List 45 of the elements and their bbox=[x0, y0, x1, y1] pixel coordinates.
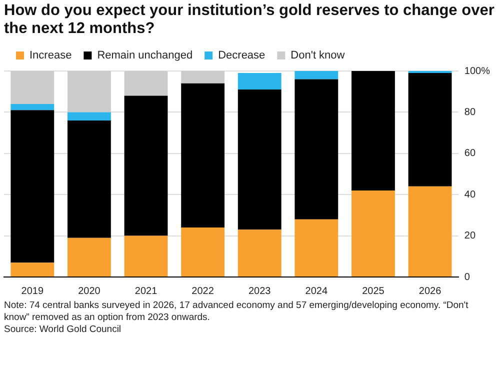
bar bbox=[238, 230, 282, 276]
bar bbox=[294, 79, 338, 220]
x-tick-label: 2025 bbox=[362, 286, 385, 297]
bar bbox=[10, 71, 54, 104]
bar bbox=[238, 73, 282, 90]
x-tick-label: 2023 bbox=[248, 286, 272, 297]
x-tick-label: 2022 bbox=[192, 286, 214, 297]
bar bbox=[408, 186, 452, 276]
bar bbox=[124, 236, 168, 276]
bar bbox=[124, 96, 168, 236]
y-tick-label: 0 bbox=[464, 272, 470, 283]
y-tick-label: 40 bbox=[464, 189, 476, 200]
bar bbox=[67, 112, 111, 120]
source-note: Source: World Gold Council bbox=[4, 324, 122, 336]
y-tick-label: 20 bbox=[464, 230, 476, 242]
bar bbox=[181, 83, 225, 228]
y-tick-label: 80 bbox=[464, 106, 476, 118]
legend-label: Increase bbox=[30, 50, 72, 62]
chart-title: How do you expect your institution’s gold reserves to change over the next 12 months? bbox=[3, 1, 496, 38]
legend-label: Don't know bbox=[290, 50, 345, 62]
bar bbox=[294, 219, 338, 276]
bar bbox=[67, 120, 111, 238]
bar bbox=[238, 90, 282, 230]
x-tick-label: 2019 bbox=[21, 286, 44, 297]
bar bbox=[10, 262, 54, 276]
y-tick-label: 100% bbox=[464, 66, 490, 77]
bar bbox=[67, 71, 111, 112]
x-tick-label: 2024 bbox=[305, 286, 328, 297]
legend-label: Remain unchanged bbox=[97, 50, 193, 62]
bar bbox=[352, 190, 395, 276]
x-tick-label: 2020 bbox=[78, 286, 101, 297]
text: Note: 74 central banks surveyed in 2026, 17 advanced economy and 57 emerging/developing economy. “Don't know” removed as an option from 2023 onwards. bbox=[4, 300, 470, 324]
bar bbox=[124, 71, 168, 96]
bar bbox=[352, 71, 395, 190]
bar bbox=[181, 228, 225, 276]
bar bbox=[10, 110, 54, 263]
bar bbox=[10, 104, 54, 110]
x-tick-label: 2026 bbox=[418, 286, 442, 297]
bar bbox=[67, 238, 111, 276]
y-tick-label: 60 bbox=[464, 148, 476, 160]
legend-label: Decrease bbox=[218, 50, 266, 62]
x-tick-label: 2021 bbox=[134, 286, 158, 297]
bar bbox=[408, 73, 452, 186]
bar bbox=[294, 71, 338, 80]
bar bbox=[181, 71, 225, 84]
